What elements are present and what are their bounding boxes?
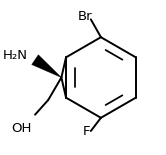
Text: OH: OH: [12, 122, 32, 135]
Text: Br: Br: [78, 10, 93, 23]
Text: F: F: [83, 125, 90, 138]
Polygon shape: [32, 55, 61, 78]
Text: H₂N: H₂N: [3, 49, 28, 62]
